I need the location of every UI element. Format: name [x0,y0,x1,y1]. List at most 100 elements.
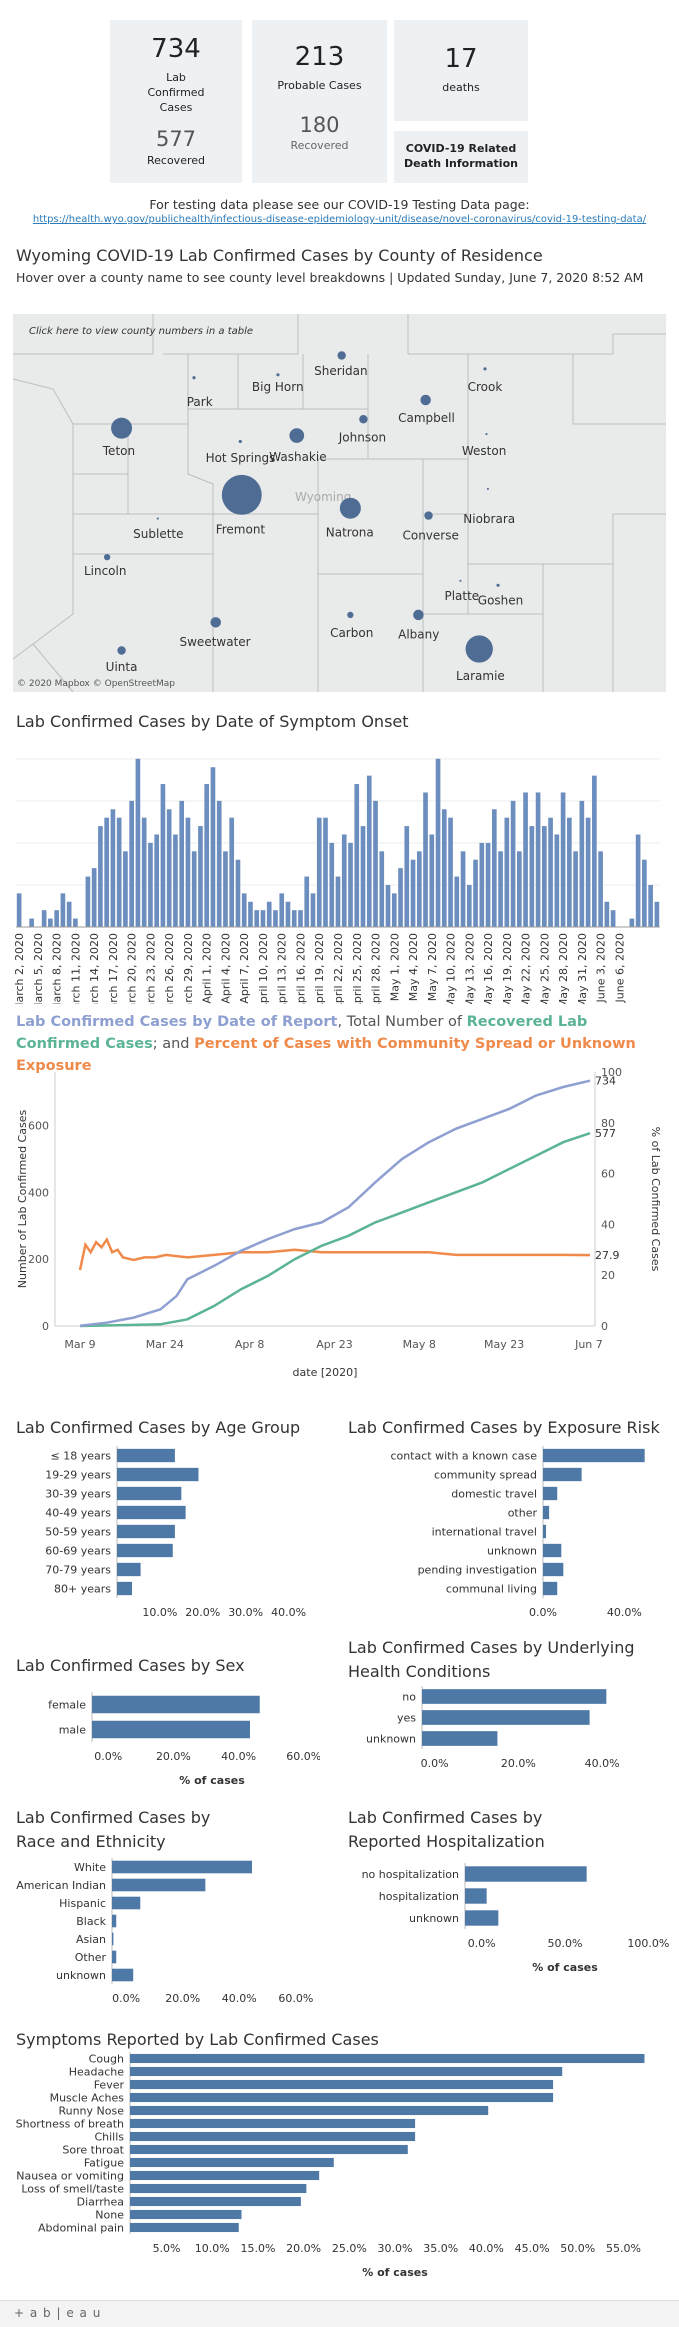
exposure-bar[interactable] [543,1486,558,1501]
onset-bar[interactable] [210,767,216,927]
onset-bar[interactable] [466,884,472,927]
underlying-bar[interactable] [422,1710,590,1725]
county-bubble-campbell[interactable] [420,394,431,406]
onset-bar[interactable] [567,817,572,927]
county-bubble-crook[interactable] [483,367,487,371]
onset-bar[interactable] [129,800,134,927]
county-bubble-goshen[interactable] [496,583,500,587]
county-bubble-laramie[interactable] [465,635,493,663]
onset-bar[interactable] [441,809,447,927]
onset-bar[interactable] [416,851,422,927]
onset-bar[interactable] [341,834,347,928]
county-label-teton[interactable]: Teton [102,444,135,458]
onset-bar[interactable] [629,918,635,927]
county-albany[interactable]: Albany [398,609,439,642]
county-label-uinta[interactable]: Uinta [106,660,138,674]
onset-bar[interactable] [454,876,460,927]
onset-bar[interactable] [110,809,116,927]
county-laramie[interactable]: Laramie [456,635,505,683]
onset-bar[interactable] [154,834,160,928]
onset-bar[interactable] [360,826,366,927]
symptoms-bar[interactable] [130,2066,563,2077]
onset-bar[interactable] [523,792,528,927]
onset-bar[interactable] [385,884,391,927]
county-natrona[interactable]: Natrona [326,497,374,540]
county-label-goshen[interactable]: Goshen [478,594,523,608]
county-weston[interactable]: Weston [462,433,506,458]
county-bubble-park[interactable] [192,376,196,380]
onset-bar[interactable] [654,901,660,927]
county-johnson[interactable]: Johnson [338,415,386,444]
county-hot-springs[interactable]: Hot Springs [206,439,276,465]
age-bar[interactable] [117,1581,133,1596]
county-label-sublette[interactable]: Sublette [133,527,183,541]
hospital-bar[interactable] [465,1866,587,1882]
county-big-horn[interactable]: Big Horn [252,373,304,394]
exposure-chart[interactable]: contact with a known case community sprea… [340,1440,670,1650]
onset-bar[interactable] [448,817,453,927]
onset-bar[interactable] [291,910,297,927]
testing-link[interactable]: https://health.wyo.gov/publichealth/infe… [32,214,647,225]
underlying-bar[interactable] [422,1689,607,1704]
county-bubble-hot-springs[interactable] [238,439,242,444]
age-bar[interactable] [117,1524,175,1539]
onset-bar[interactable] [29,918,34,927]
county-sweetwater[interactable]: Sweetwater [180,617,251,649]
county-label-campbell[interactable]: Campbell [398,411,455,425]
onset-bar[interactable] [285,901,291,927]
sex-chart[interactable]: female male 0.0% 20.0% 40.0% 60.0% % of cases [0,1682,320,1812]
symptoms-bar[interactable] [130,2157,334,2168]
map-attribution[interactable]: © 2020 Mapbox © OpenStreetMap [17,679,175,689]
onset-bar[interactable] [60,893,66,927]
symptoms-bar[interactable] [130,2092,554,2103]
exposure-bar[interactable] [543,1524,547,1539]
onset-bar[interactable] [310,893,316,927]
onset-bar[interactable] [548,817,553,927]
county-bubble-sublette[interactable] [156,517,159,520]
onset-bar[interactable] [179,800,185,927]
county-lincoln[interactable]: Lincoln [84,553,127,578]
county-bubble-niobrara[interactable] [486,487,489,490]
exposure-bar[interactable] [543,1467,582,1482]
county-bubble-natrona[interactable] [339,497,361,519]
map-hint[interactable]: Click here to view county numbers in a t… [29,326,253,337]
county-bubble-teton[interactable] [111,417,133,439]
onset-bar[interactable] [635,834,641,928]
onset-chart[interactable]: March 2, 2020 March 5, 2020 March 8, 2020 M… [10,732,670,1004]
onset-bar[interactable] [391,893,397,927]
race-bar[interactable] [112,1860,253,1874]
onset-bar[interactable] [135,758,141,927]
onset-bar[interactable] [592,775,597,927]
onset-bar[interactable] [85,876,91,927]
county-teton[interactable]: Teton [102,417,135,458]
onset-bar[interactable] [323,817,328,927]
onset-bar[interactable] [16,893,22,927]
onset-bar[interactable] [316,817,322,927]
onset-bar[interactable] [166,809,172,927]
onset-bar[interactable] [485,842,491,927]
county-label-lincoln[interactable]: Lincoln [84,564,127,578]
onset-bar[interactable] [529,826,535,927]
underlying-chart[interactable]: no yes unknown 0.0% 20.0% 40.0% [340,1682,670,1812]
race-chart[interactable]: White American Indian Hispanic Black Asian Ot… [0,1858,320,2028]
onset-bar[interactable] [354,784,360,927]
exposure-bar[interactable] [543,1543,562,1558]
exposure-bar[interactable] [543,1448,645,1463]
recovered-cases-line[interactable] [79,1132,591,1328]
hospital-bar[interactable] [465,1888,487,1904]
onset-bar[interactable] [504,817,510,927]
onset-bar[interactable] [298,910,303,927]
symptoms-bar[interactable] [130,2222,239,2233]
onset-bar[interactable] [491,809,497,927]
county-label-platte[interactable]: Platte [444,589,479,603]
onset-bar[interactable] [329,842,335,927]
age-bar[interactable] [117,1505,186,1520]
onset-bar[interactable] [423,792,428,927]
onset-bar[interactable] [141,817,147,927]
age-bar[interactable] [117,1448,175,1463]
exposure-bar[interactable] [543,1581,558,1596]
onset-bar[interactable] [498,851,503,927]
onset-bar[interactable] [41,910,47,927]
hospital-bar[interactable] [465,1910,499,1926]
onset-bar[interactable] [91,868,97,927]
